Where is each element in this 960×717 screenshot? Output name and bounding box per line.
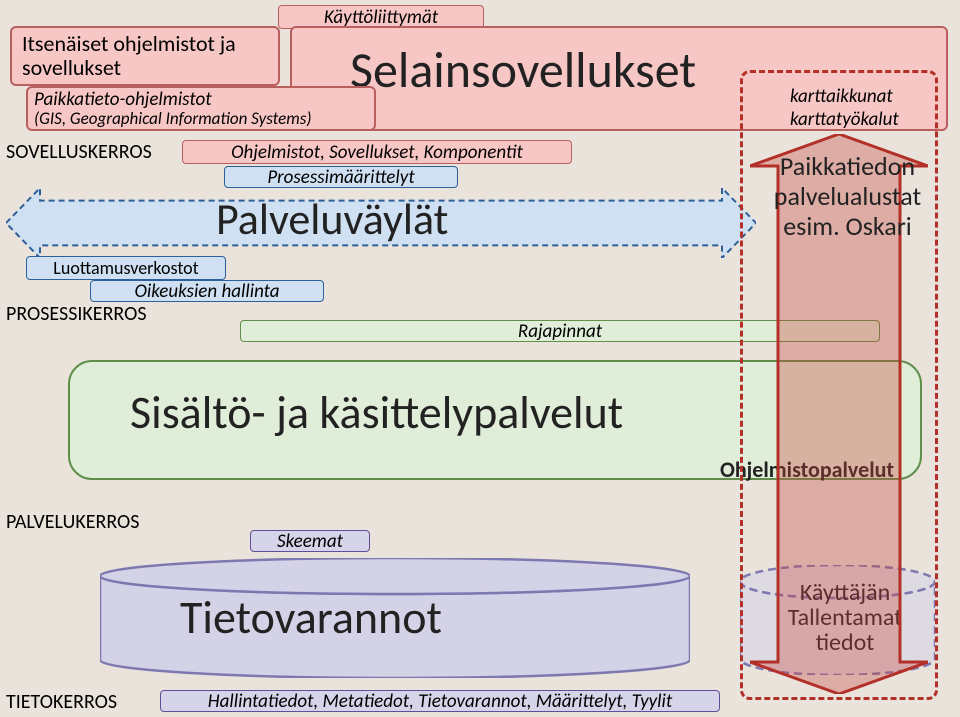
sisalto-text: Sisältö- ja käsittelypalvelut [130, 385, 623, 441]
selainsovellukset-text: Selainsovellukset [350, 40, 696, 101]
tietovarannot-text: Tietovarannot [180, 590, 442, 646]
itsenaiset-box: Itsenäiset ohjelmistot jasovellukset [10, 26, 280, 86]
prosessimaarittelyt-label: Prosessimäärittelyt [224, 166, 458, 188]
luottamusverkostot-label: Luottamusverkostot [26, 256, 226, 280]
oikeuksien-hallinta-label: Oikeuksien hallinta [90, 280, 324, 302]
sovelluskerros-label: SOVELLUSKERROS [6, 140, 152, 164]
ohjelmistot-label: Ohjelmistot, Sovellukset, Komponentit [182, 140, 572, 164]
paikkatieto-ohjelmistot-box: Paikkatieto-ohjelmistot(GIS, Geographica… [26, 86, 376, 131]
palvelukerros-label: PALVELUKERROS [6, 510, 139, 534]
tietokerros-label: TIETOKERROS [6, 690, 117, 714]
skeemat-label: Skeemat [250, 530, 370, 552]
palveluvaylat-text: Palveluväylät [216, 192, 448, 246]
prosessikerros-label: PROSESSIKERROS [6, 302, 147, 326]
paikkatiedon-palvelualustat-text: Paikkatiedonpalvelualustatesim. Oskari [760, 152, 935, 242]
hallintatiedot-label: Hallintatiedot, Metatiedot, Tietovaranno… [160, 690, 720, 712]
